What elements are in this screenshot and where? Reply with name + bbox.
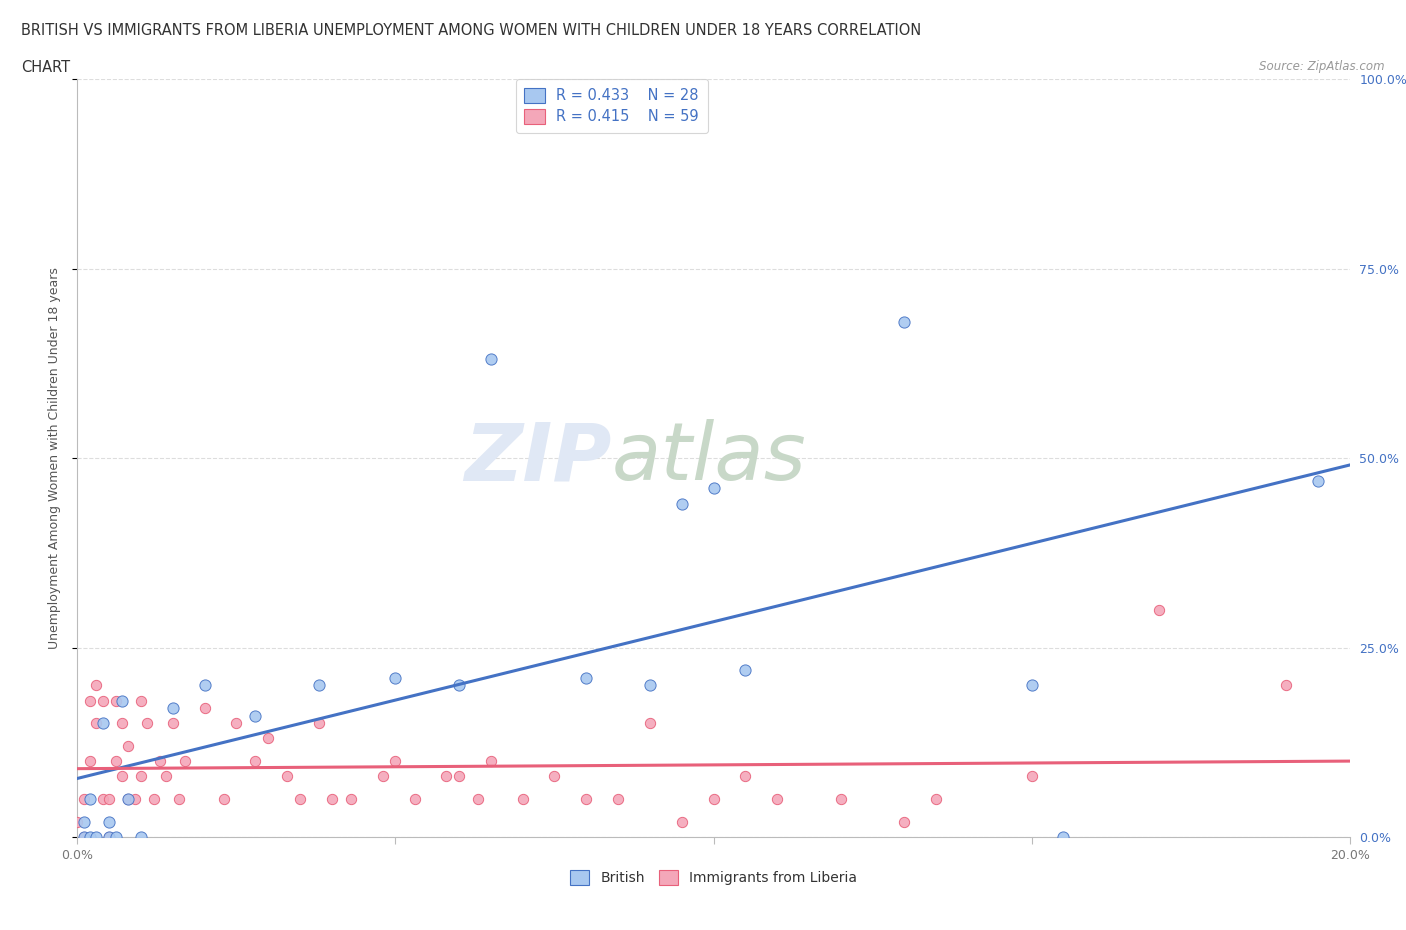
Point [98, 791, 121, 806]
Point [1147, 603, 1170, 618]
Point [638, 716, 661, 731]
Point [98, 830, 121, 844]
Point [830, 791, 852, 806]
Point [512, 791, 534, 806]
Point [124, 791, 146, 806]
Point [575, 671, 598, 685]
Y-axis label: Unemployment Among Women with Children Under 18 years: Unemployment Among Women with Children U… [48, 267, 60, 649]
Point [212, 791, 235, 806]
Point [136, 716, 159, 731]
Text: BRITISH VS IMMIGRANTS FROM LIBERIA UNEMPLOYMENT AMONG WOMEN WITH CHILDREN UNDER : BRITISH VS IMMIGRANTS FROM LIBERIA UNEMP… [21, 23, 921, 38]
Legend: British, Immigrants from Liberia: British, Immigrants from Liberia [564, 865, 863, 891]
Point [73, 830, 96, 844]
Point [91, 791, 114, 806]
Point [1021, 678, 1043, 693]
Point [86, 830, 108, 844]
Point [111, 769, 134, 784]
Point [543, 769, 565, 784]
Point [194, 700, 217, 715]
Point [73, 791, 96, 806]
Point [79, 830, 101, 844]
Point [111, 716, 134, 731]
Point [117, 791, 139, 806]
Point [155, 769, 177, 784]
Text: Source: ZipAtlas.com: Source: ZipAtlas.com [1260, 60, 1385, 73]
Point [129, 830, 152, 844]
Point [91, 693, 114, 708]
Point [129, 693, 152, 708]
Point [98, 830, 121, 844]
Point [1275, 678, 1298, 693]
Point [479, 753, 502, 768]
Point [79, 753, 101, 768]
Point [671, 496, 693, 511]
Point [162, 700, 184, 715]
Point [734, 663, 756, 678]
Point [607, 791, 630, 806]
Point [288, 791, 311, 806]
Point [1021, 769, 1043, 784]
Point [245, 753, 267, 768]
Point [257, 731, 280, 746]
Point [308, 678, 330, 693]
Point [104, 693, 127, 708]
Point [384, 671, 406, 685]
Point [575, 791, 598, 806]
Point [434, 769, 457, 784]
Point [371, 769, 394, 784]
Point [671, 815, 693, 830]
Point [245, 709, 267, 724]
Point [73, 830, 96, 844]
Point [467, 791, 489, 806]
Point [104, 753, 127, 768]
Point [86, 678, 108, 693]
Point [321, 791, 343, 806]
Point [340, 791, 363, 806]
Point [703, 481, 725, 496]
Point [384, 753, 406, 768]
Point [167, 791, 190, 806]
Point [308, 716, 330, 731]
Point [225, 716, 247, 731]
Point [162, 716, 184, 731]
Point [117, 738, 139, 753]
Point [86, 716, 108, 731]
Point [449, 678, 471, 693]
Point [111, 693, 134, 708]
Point [766, 791, 789, 806]
Text: ZIP: ZIP [464, 419, 612, 497]
Text: atlas: atlas [612, 419, 807, 497]
Point [703, 791, 725, 806]
Point [79, 791, 101, 806]
Point [276, 769, 298, 784]
Point [1306, 473, 1329, 488]
Point [1052, 830, 1074, 844]
Point [404, 791, 426, 806]
Point [149, 753, 172, 768]
Point [129, 769, 152, 784]
Point [104, 830, 127, 844]
Point [194, 678, 217, 693]
Text: CHART: CHART [21, 60, 70, 75]
Point [117, 791, 139, 806]
Point [98, 815, 121, 830]
Point [142, 791, 165, 806]
Point [73, 815, 96, 830]
Point [479, 352, 502, 367]
Point [893, 314, 915, 329]
Point [174, 753, 197, 768]
Point [893, 815, 915, 830]
Point [79, 693, 101, 708]
Point [449, 769, 471, 784]
Point [66, 815, 89, 830]
Point [925, 791, 948, 806]
Point [638, 678, 661, 693]
Point [734, 769, 756, 784]
Point [91, 716, 114, 731]
